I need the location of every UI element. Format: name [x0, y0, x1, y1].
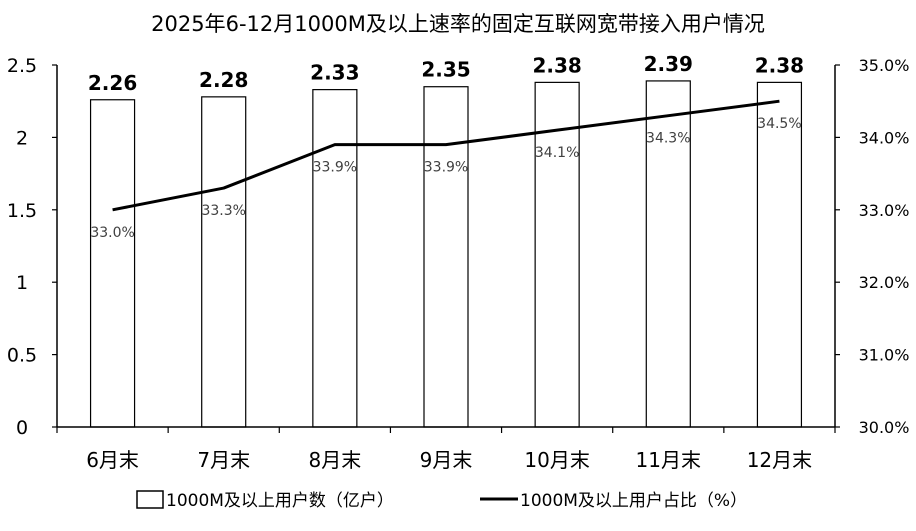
bar-data-label: 2.35: [421, 58, 470, 82]
left-tick-label: 1.5: [7, 200, 37, 222]
line-data-label: 34.5%: [757, 116, 801, 132]
legend-bar-label: 1000M及以上用户数（亿户）: [166, 491, 394, 511]
bar-data-label: 2.39: [644, 52, 693, 76]
left-tick-label: 2: [16, 127, 28, 149]
bar-data-label: 2.38: [532, 53, 581, 77]
left-tick-label: 1: [16, 272, 28, 294]
bar: [201, 96, 247, 428]
right-y-axis: 30.0% 31.0% 32.0% 33.0% 34.0% 35.0%: [834, 56, 910, 437]
line-data-label: 33.9%: [313, 160, 357, 176]
bar-data-label: 2.38: [755, 53, 804, 77]
legend: 1000M及以上用户数（亿户） 1000M及以上用户占比（%）: [136, 490, 747, 511]
left-tick-label: 0.5: [7, 345, 37, 367]
line-data-label: 33.0%: [90, 225, 134, 241]
legend-bar-swatch: [136, 490, 164, 509]
line-data-label: 34.3%: [646, 131, 690, 147]
bar: [645, 80, 691, 428]
bar-series: 2.26 2.28 2.33 2.35 2.38 2.39 2.38: [88, 52, 804, 428]
line-data-label: 33.9%: [424, 160, 468, 176]
bar: [89, 99, 136, 428]
bar: [534, 81, 580, 428]
right-tick-label: 30.0%: [859, 418, 910, 437]
x-axis: 6月末 7月末 8月末 9月末 10月末 11月末 12月末: [56, 426, 836, 472]
line-path: [112, 99, 780, 212]
bar-data-label: 2.33: [310, 61, 359, 85]
legend-line-label: 1000M及以上用户占比（%）: [520, 491, 747, 511]
bar: [756, 81, 803, 428]
chart-title: 2025年6-12月1000M及以上速率的固定互联网宽带接入用户情况: [151, 12, 765, 36]
right-tick-label: 35.0%: [859, 56, 910, 75]
bar-data-label: 2.28: [199, 68, 248, 92]
right-tick-label: 31.0%: [859, 346, 910, 365]
x-tick-label: 11月末: [636, 448, 701, 472]
line-data-label: 34.1%: [535, 145, 579, 161]
x-tick-label: 9月末: [420, 448, 473, 472]
line-data-label: 33.3%: [201, 203, 245, 219]
x-tick-label: 6月末: [86, 448, 139, 472]
left-tick-label: 2.5: [7, 55, 37, 77]
bar: [312, 89, 358, 428]
x-tick-label: 12月末: [747, 448, 812, 472]
right-tick-label: 34.0%: [859, 128, 910, 147]
x-tick-label: 8月末: [308, 448, 361, 472]
x-tick-label: 7月末: [197, 448, 250, 472]
bar-data-label: 2.26: [88, 71, 137, 95]
left-tick-label: 0: [16, 417, 28, 439]
line-series: 33.0% 33.3% 33.9% 33.9% 34.1% 34.3% 34.5%: [90, 99, 802, 241]
bar: [423, 86, 469, 428]
right-tick-label: 33.0%: [859, 201, 910, 220]
left-y-axis: 0 0.5 1 1.5 2 2.5: [7, 55, 58, 439]
right-tick-label: 32.0%: [859, 273, 910, 292]
x-tick-label: 10月末: [524, 448, 589, 472]
